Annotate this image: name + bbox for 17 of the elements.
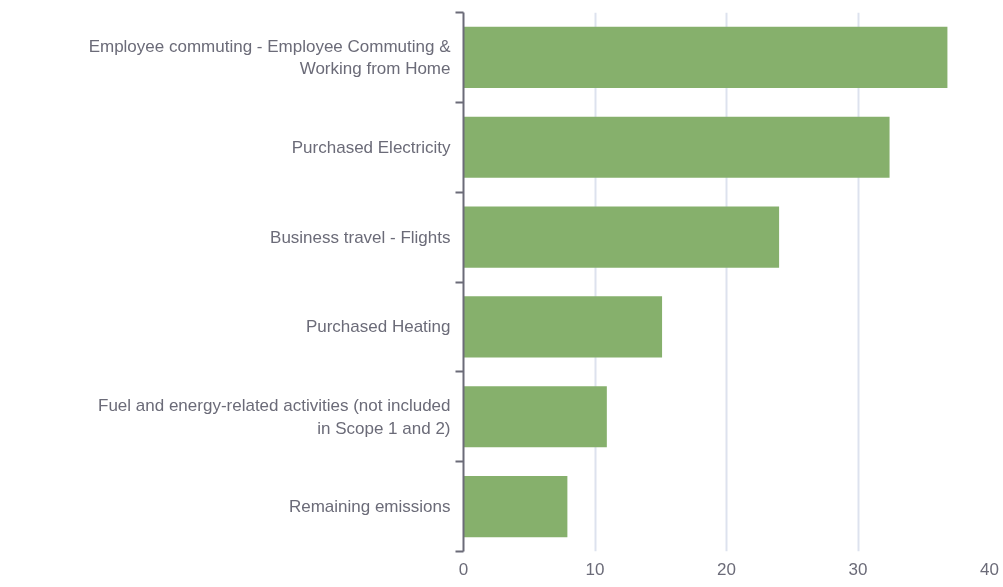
- bar: [463, 116, 890, 178]
- bar: [463, 386, 607, 448]
- y-tick-label: Fuel and energy-related activities (not included in Scope 1 and 2): [98, 395, 451, 438]
- y-tick-label: Purchased Electricity: [291, 137, 451, 157]
- x-tick-label: 10: [585, 559, 605, 579]
- x-tick-label: 30: [848, 559, 868, 579]
- bar: [463, 296, 663, 358]
- bar: [463, 206, 780, 268]
- y-tick-label: Remaining emissions: [288, 497, 451, 517]
- y-tick-label: Employee commuting - Employee Commuting & Working from Home: [88, 36, 452, 79]
- x-tick-label: 0: [458, 559, 469, 579]
- bar: [463, 476, 568, 538]
- y-tick-label: Business travel - Flights: [270, 227, 451, 247]
- x-tick-label: 40: [980, 559, 999, 579]
- y-tick-label: Purchased Heating: [305, 317, 451, 337]
- x-tick-label: 20: [717, 559, 736, 579]
- bar: [463, 26, 948, 88]
